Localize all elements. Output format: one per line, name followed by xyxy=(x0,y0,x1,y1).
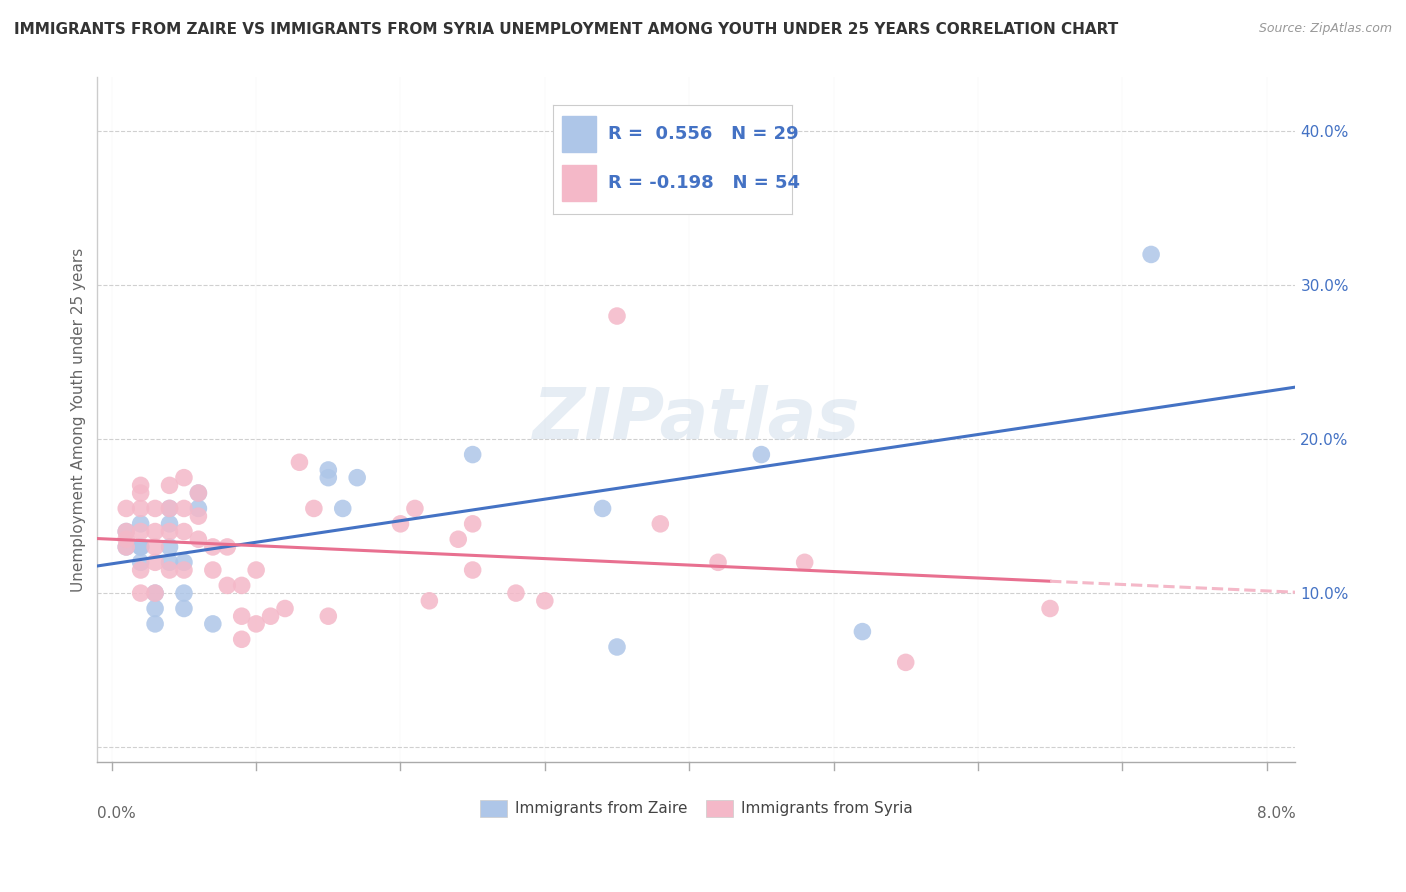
Point xyxy=(129,563,152,577)
Point xyxy=(159,501,181,516)
Point xyxy=(159,563,181,577)
Point xyxy=(534,594,557,608)
Point xyxy=(231,578,253,592)
Point xyxy=(159,540,181,554)
Point xyxy=(461,516,484,531)
Point xyxy=(143,586,166,600)
Point xyxy=(143,524,166,539)
Point xyxy=(173,555,195,569)
Point xyxy=(245,616,267,631)
Legend: Immigrants from Zaire, Immigrants from Syria: Immigrants from Zaire, Immigrants from S… xyxy=(474,793,920,823)
Point xyxy=(187,501,209,516)
Point xyxy=(274,601,297,615)
Point xyxy=(129,501,152,516)
Point xyxy=(418,594,440,608)
Point xyxy=(231,609,253,624)
Point xyxy=(173,563,195,577)
Point xyxy=(187,486,209,500)
Point xyxy=(129,540,152,554)
Point xyxy=(115,533,138,547)
Point xyxy=(159,555,181,569)
Point xyxy=(143,586,166,600)
Point xyxy=(793,555,815,569)
Point xyxy=(231,632,253,647)
Point xyxy=(259,609,281,624)
Point xyxy=(288,455,311,469)
Point xyxy=(159,516,181,531)
Y-axis label: Unemployment Among Youth under 25 years: Unemployment Among Youth under 25 years xyxy=(72,248,86,592)
Point xyxy=(143,501,166,516)
Point xyxy=(201,563,224,577)
Point xyxy=(404,501,426,516)
Point xyxy=(318,470,340,484)
Point xyxy=(115,524,138,539)
Point xyxy=(346,470,368,484)
Point xyxy=(894,656,917,670)
Point xyxy=(129,516,152,531)
Point xyxy=(606,309,628,323)
Text: 8.0%: 8.0% xyxy=(1257,805,1295,821)
Point xyxy=(159,501,181,516)
Point xyxy=(318,609,340,624)
Point xyxy=(389,516,412,531)
Point xyxy=(461,563,484,577)
Point xyxy=(332,501,354,516)
Point xyxy=(129,555,152,569)
Text: ZIPatlas: ZIPatlas xyxy=(533,385,860,454)
Point xyxy=(173,524,195,539)
Point xyxy=(143,540,166,554)
Point xyxy=(851,624,873,639)
Point xyxy=(187,533,209,547)
Point xyxy=(115,524,138,539)
Point xyxy=(217,578,239,592)
Point xyxy=(707,555,730,569)
Point xyxy=(173,470,195,484)
Point xyxy=(650,516,672,531)
Point xyxy=(751,448,773,462)
Point xyxy=(606,640,628,654)
Point xyxy=(187,509,209,524)
Point xyxy=(173,586,195,600)
Point xyxy=(129,586,152,600)
Text: IMMIGRANTS FROM ZAIRE VS IMMIGRANTS FROM SYRIA UNEMPLOYMENT AMONG YOUTH UNDER 25: IMMIGRANTS FROM ZAIRE VS IMMIGRANTS FROM… xyxy=(14,22,1118,37)
Point xyxy=(447,533,470,547)
Point xyxy=(1140,247,1163,261)
Text: Source: ZipAtlas.com: Source: ZipAtlas.com xyxy=(1258,22,1392,36)
Point xyxy=(129,478,152,492)
Point xyxy=(115,501,138,516)
Point xyxy=(1039,601,1062,615)
Point xyxy=(461,448,484,462)
Point xyxy=(143,555,166,569)
Point xyxy=(245,563,267,577)
Point xyxy=(318,463,340,477)
Point xyxy=(129,486,152,500)
Point xyxy=(201,616,224,631)
Point xyxy=(217,540,239,554)
Point xyxy=(187,486,209,500)
Point xyxy=(173,601,195,615)
Point xyxy=(143,616,166,631)
Point xyxy=(115,540,138,554)
Point xyxy=(592,501,614,516)
Point xyxy=(159,524,181,539)
Point xyxy=(129,540,152,554)
Point xyxy=(505,586,527,600)
Text: 0.0%: 0.0% xyxy=(97,805,136,821)
Point xyxy=(129,524,152,539)
Point xyxy=(159,478,181,492)
Point xyxy=(302,501,325,516)
Point xyxy=(115,540,138,554)
Point xyxy=(143,601,166,615)
Point xyxy=(173,501,195,516)
Point xyxy=(201,540,224,554)
